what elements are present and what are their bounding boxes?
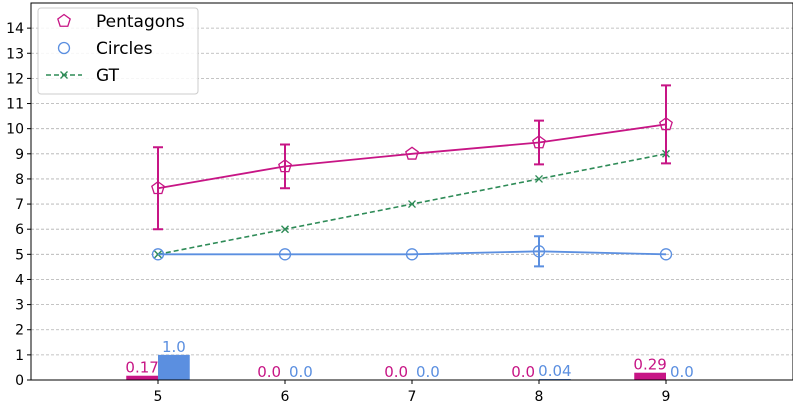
legend-label-pentagons: Pentagons — [96, 12, 185, 32]
line-series-layer — [151, 84, 673, 268]
point-circles-8 — [532, 245, 546, 258]
bar-label-circles-8: 0.04 — [538, 362, 571, 380]
bar-label-circles-9: 0.0 — [670, 363, 694, 381]
x-tick-label-9: 9 — [662, 389, 671, 404]
legend: Pentagons Circles GT — [37, 7, 199, 95]
point-gt-8 — [535, 174, 543, 183]
bar-series-layer — [126, 354, 666, 380]
bar-pentagons-5 — [126, 375, 158, 380]
y-tick-label-6: 6 — [15, 222, 24, 238]
y-tick-label-10: 10 — [6, 122, 24, 138]
bar-label-pentagons-7: 0.0 — [384, 363, 408, 381]
y-tick-label-9: 9 — [15, 147, 24, 163]
bar-label-circles-7: 0.0 — [416, 363, 440, 381]
point-pentagons-5 — [151, 180, 165, 195]
error-bar-pentagons-6 — [280, 143, 290, 190]
y-tick-label-8: 8 — [15, 172, 24, 188]
legend-frame — [37, 7, 199, 95]
point-circles-9 — [659, 248, 673, 261]
bar-label-pentagons-6: 0.0 — [257, 363, 281, 381]
legend-marker-gt — [46, 71, 82, 79]
bar-label-circles-6: 0.0 — [289, 363, 313, 381]
y-tick-label-2: 2 — [15, 323, 24, 339]
y-tick-label-12: 12 — [6, 71, 24, 87]
y-tick-label-7: 7 — [15, 197, 24, 213]
y-tick-label-3: 3 — [15, 298, 24, 314]
bar-pentagons-9 — [634, 372, 666, 380]
point-gt-6 — [281, 225, 289, 234]
x-tick-label-6: 6 — [281, 389, 290, 404]
y-tick-label-14: 14 — [6, 21, 24, 37]
series-gt — [154, 149, 670, 259]
legend-marker-circles — [57, 41, 71, 55]
error-bar-pentagons-5 — [153, 146, 163, 231]
series-line-circles — [158, 250, 667, 256]
legend-label-gt: GT — [96, 66, 120, 86]
bar-label-circles-5: 1.0 — [162, 338, 186, 356]
bar-label-pentagons-9: 0.29 — [633, 356, 666, 374]
bar-circles-5 — [158, 354, 190, 380]
series-line-pentagons — [157, 123, 667, 190]
y-tick-label-5: 5 — [15, 247, 24, 263]
legend-marker-pentagons — [57, 13, 71, 27]
point-gt-7 — [408, 200, 416, 209]
point-pentagons-7 — [405, 146, 419, 160]
point-circles-7 — [405, 248, 419, 261]
legend-label-circles: Circles — [96, 39, 153, 59]
x-tick-label-8: 8 — [535, 389, 544, 404]
bar-label-pentagons-5: 0.17 — [125, 359, 158, 377]
error-bar-pentagons-8 — [534, 119, 544, 166]
point-pentagons-6 — [278, 159, 292, 173]
legend-symbol-gt — [60, 71, 68, 79]
y-tick-label-1: 1 — [15, 348, 24, 364]
x-tick-label-7: 7 — [408, 389, 417, 404]
y-tick-label-11: 11 — [6, 97, 24, 113]
legend-symbol-pentagons — [57, 13, 71, 27]
y-tick-label-13: 13 — [6, 46, 24, 62]
error-bar-pentagons-9 — [661, 84, 671, 165]
point-circles-6 — [278, 248, 292, 261]
y-tick-label-4: 4 — [15, 272, 24, 288]
y-tick-label-0: 0 — [15, 373, 24, 389]
point-pentagons-9 — [659, 117, 673, 131]
bar-label-pentagons-8: 0.0 — [511, 363, 535, 381]
series-pentagons — [151, 84, 673, 231]
point-pentagons-8 — [532, 135, 546, 149]
bar-value-labels: 0.17 0.0 0.0 0.0 0.291.00.0 0.0 0.04 0.0 — [125, 338, 693, 381]
bar-circles-8 — [539, 378, 571, 380]
legend-symbol-circles — [57, 41, 71, 55]
error-bar-circles-8 — [534, 235, 544, 268]
x-tick-label-5: 5 — [154, 389, 163, 404]
point-circles-5 — [151, 248, 165, 261]
series-circles — [151, 235, 673, 268]
